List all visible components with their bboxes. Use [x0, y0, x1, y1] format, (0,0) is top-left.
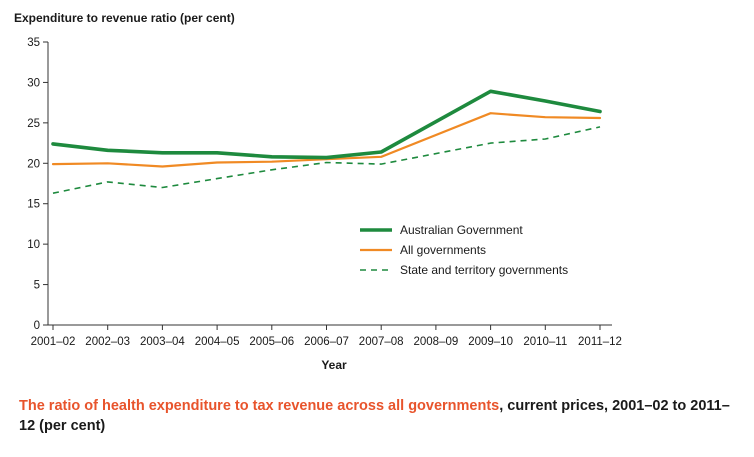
x-tick-label: 2002–03 — [85, 336, 130, 348]
y-axis-title: Expenditure to revenue ratio (per cent) — [14, 11, 235, 25]
y-tick-label: 25 — [27, 118, 40, 130]
x-tick-label: 2005–06 — [249, 336, 294, 348]
caption-rest: , current prices, 2001–02 to 2011–12 (pe… — [19, 398, 730, 434]
x-tick-label: 2008–09 — [414, 336, 459, 348]
x-tick-label: 2001–02 — [31, 336, 76, 348]
x-tick-label: 2003–04 — [140, 336, 185, 348]
caption-highlight: The ratio of health expenditure to tax r… — [19, 398, 500, 414]
legend-label: Australian Government — [400, 223, 523, 237]
y-tick-label: 10 — [27, 239, 40, 251]
x-tick-label: 2007–08 — [359, 336, 404, 348]
y-tick-label: 20 — [27, 158, 40, 170]
series-layer — [51, 89, 602, 194]
x-axis: 2001–02 2002–03 2003–04 2004–05 2005–06 2006–… — [31, 325, 622, 348]
series-line-1 — [51, 112, 602, 168]
y-tick-label: 15 — [27, 199, 40, 211]
y-tick-label: 5 — [34, 280, 40, 292]
y-tick-label: 35 — [27, 37, 40, 49]
legend-label: All governments — [400, 243, 486, 257]
y-tick-label: 0 — [34, 320, 40, 332]
figure-caption: The ratio of health expenditure to tax r… — [19, 396, 734, 436]
x-tick-label: 2011–12 — [578, 336, 622, 348]
y-tick-label: 30 — [27, 77, 40, 89]
x-tick-label: 2009–10 — [468, 336, 513, 348]
legend-label: State and territory governments — [400, 263, 568, 277]
x-tick-label: 2004–05 — [195, 336, 240, 348]
x-axis-title: Year — [321, 358, 347, 372]
line-chart: Expenditure to revenue ratio (per cent) … — [14, 11, 622, 372]
series-line-0 — [51, 89, 602, 160]
y-axis: 0 5 10 15 20 25 30 35 — [27, 37, 48, 332]
legend: Australian Government All governments Stat… — [360, 223, 568, 277]
x-tick-label: 2006–07 — [304, 336, 349, 348]
x-tick-label: 2010–11 — [523, 336, 567, 348]
